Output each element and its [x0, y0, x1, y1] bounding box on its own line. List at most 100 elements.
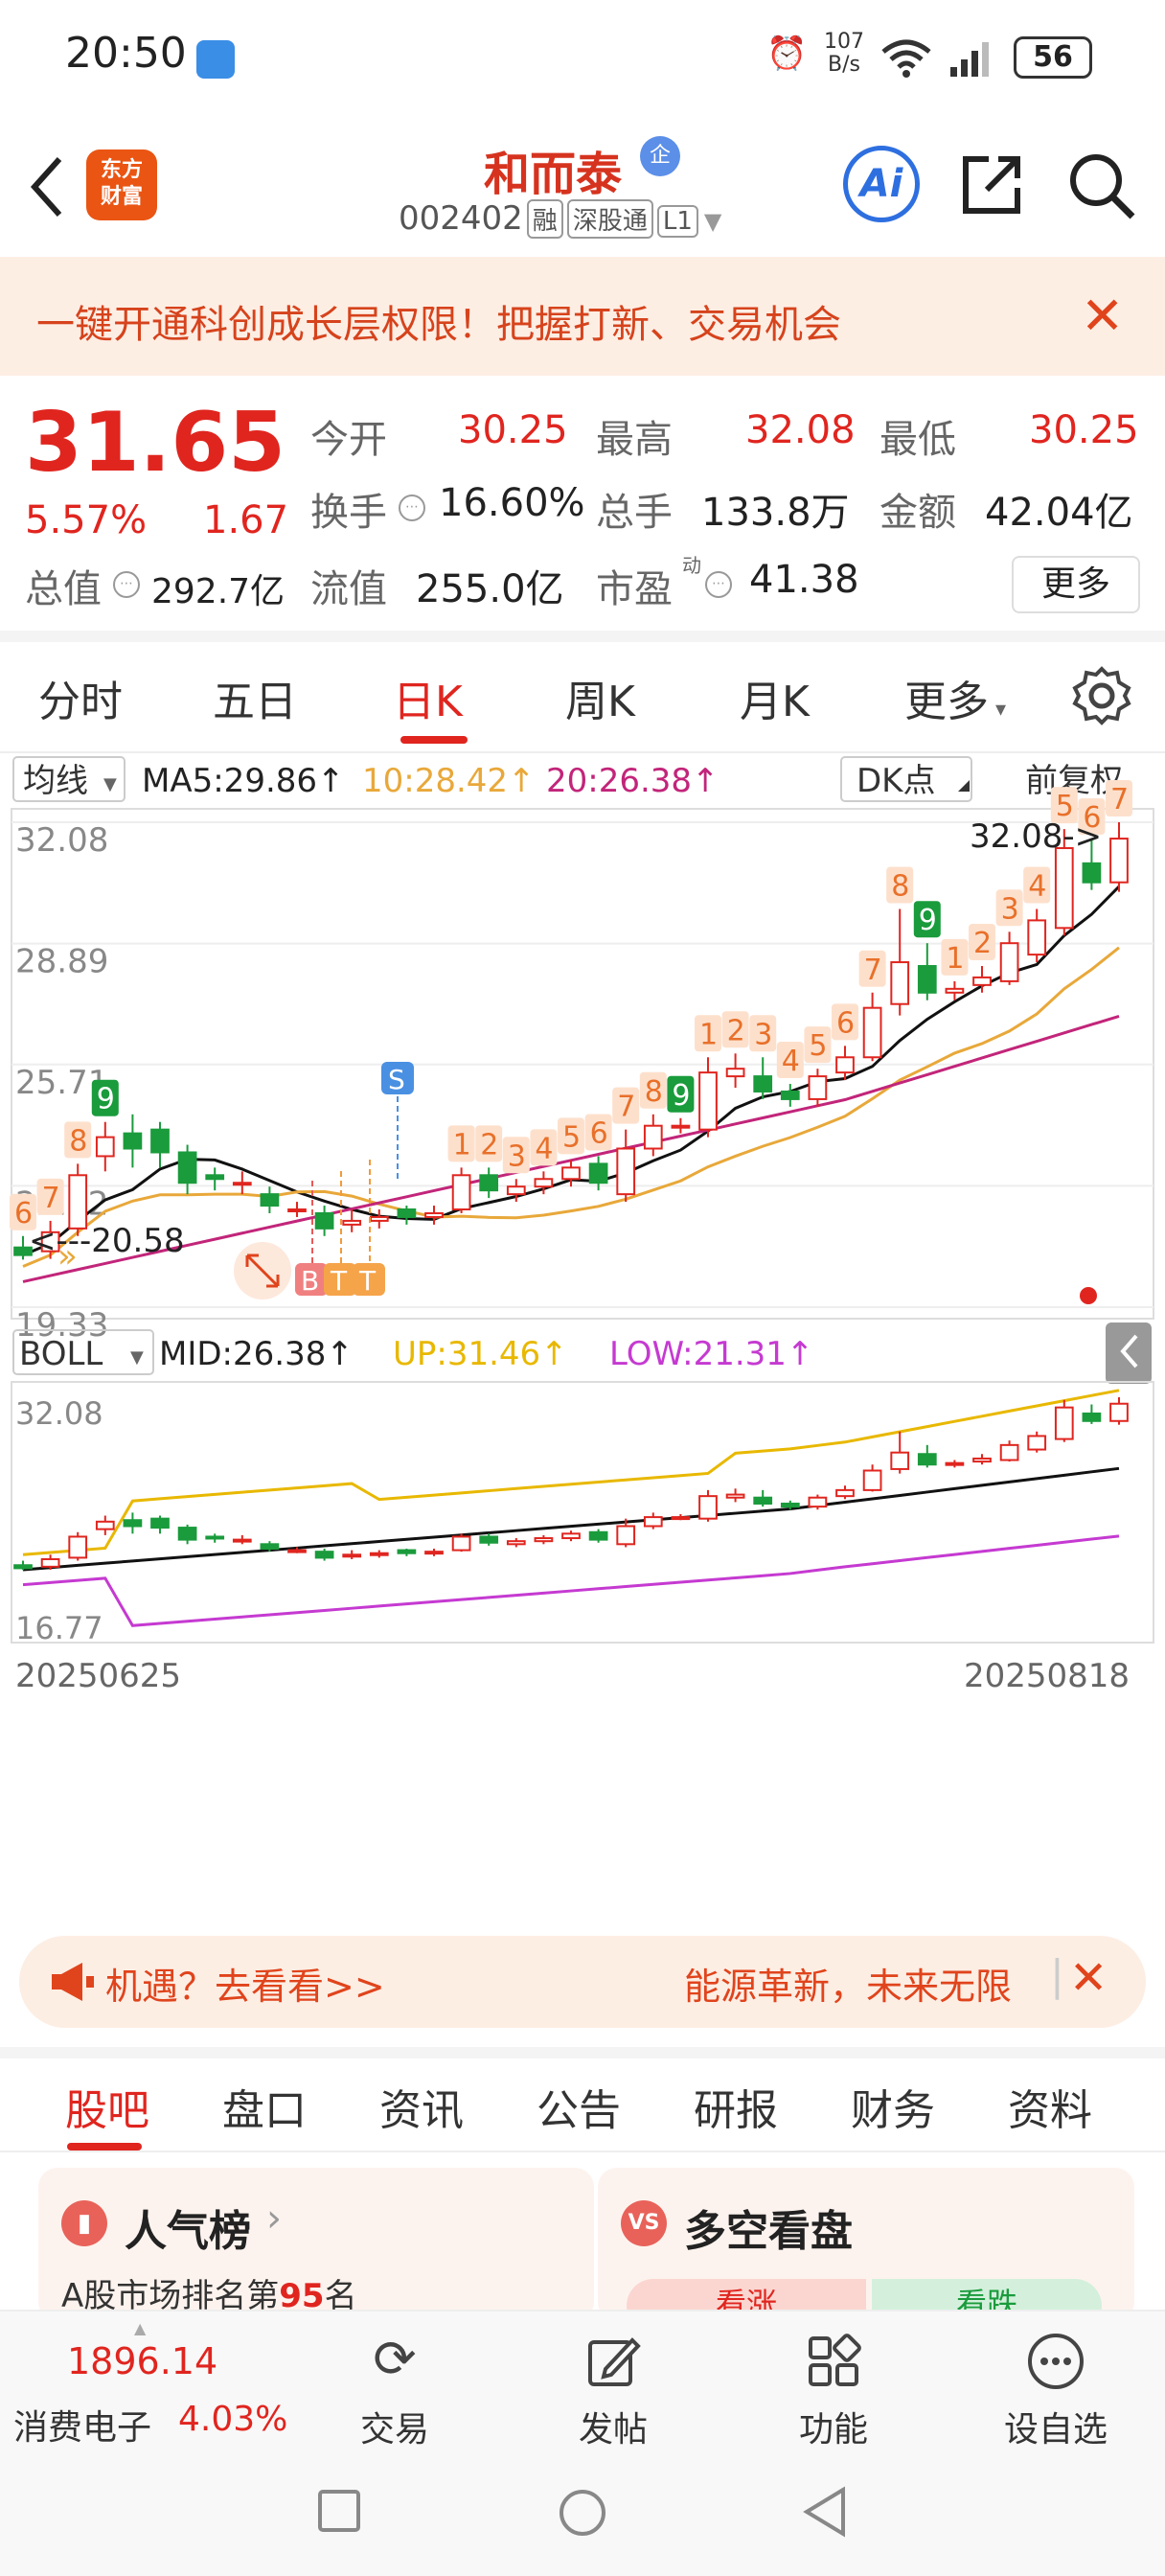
close-icon[interactable]: ✕	[1069, 1951, 1108, 2005]
buy-signal-icon[interactable]	[295, 1263, 328, 1296]
hot-rank-title[interactable]: 人气榜	[125, 2207, 251, 2256]
ad-text-right[interactable]: 能源革新，未来无限	[684, 1966, 1013, 2008]
nav-function[interactable]: 功能	[798, 2410, 868, 2450]
tab-guba[interactable]: 股吧	[65, 2086, 149, 2135]
boll-select-label[interactable]: BOLL	[19, 1335, 103, 1373]
td-label-box	[639, 1071, 667, 1109]
hot-rank-card[interactable]: ▮ 人气榜 › A股市场排名第95名	[38, 2168, 594, 2321]
td-label: 8	[891, 869, 909, 903]
td-label: 6	[836, 1006, 855, 1040]
bull-bear-title[interactable]: 多空看盘	[684, 2207, 853, 2256]
info-icon[interactable]: ⋯	[399, 494, 425, 521]
candle-body	[314, 1211, 334, 1230]
boll-candles	[13, 1397, 1129, 1571]
collapse-panel-button[interactable]	[1106, 1322, 1152, 1384]
info-icon[interactable]: ⋯	[113, 571, 140, 598]
boll-candle-body	[780, 1502, 800, 1508]
home-icon[interactable]	[558, 2488, 607, 2538]
tab-research[interactable]: 研报	[694, 2086, 778, 2135]
boll-select-box[interactable]	[12, 1329, 154, 1375]
candle-body	[150, 1128, 170, 1154]
sell-signal-icon[interactable]	[381, 1062, 414, 1094]
ai-button[interactable]: Ai	[843, 146, 920, 222]
candle-body	[890, 961, 910, 1005]
dropdown-icon[interactable]: ▼	[130, 1347, 144, 1368]
kline-chart-area[interactable]: 均线 ▼ MA5:29.86↑ 10:28.42↑ 20:26.38↑ DK点 …	[0, 753, 1165, 1898]
candle-body	[1082, 862, 1102, 884]
tab-monthly-k[interactable]: 月K	[740, 678, 810, 726]
ma-select-box[interactable]	[12, 756, 126, 802]
tab-more[interactable]: 更多 ▾	[904, 678, 1007, 726]
corner-icon	[958, 780, 970, 792]
dropdown-icon[interactable]: ▼	[103, 774, 117, 794]
battery-icon: 56	[1014, 36, 1092, 79]
divider: |	[1050, 1951, 1064, 2000]
t-signal-icon[interactable]	[353, 1263, 385, 1296]
candle-body	[753, 1075, 773, 1092]
boll-candle-body	[890, 1451, 910, 1470]
sector-percent[interactable]: 4.03%	[178, 2400, 288, 2439]
boll-candle-body	[1109, 1402, 1129, 1422]
tab-weekly-k[interactable]: 周K	[565, 678, 635, 726]
chevron-left-icon[interactable]	[1120, 1334, 1138, 1368]
share-icon[interactable]	[958, 150, 1027, 218]
dk-point-label[interactable]: DK点	[857, 762, 935, 800]
close-icon[interactable]: ✕	[1081, 286, 1125, 346]
t-signal-icon[interactable]	[324, 1263, 356, 1296]
mcap-value: 292.7亿	[151, 572, 286, 611]
sector-name[interactable]: 消费电子	[13, 2408, 152, 2448]
more-dots-icon[interactable]	[1025, 2331, 1086, 2392]
candle-body	[534, 1178, 554, 1188]
more-button[interactable]: 更多	[1012, 556, 1140, 613]
td-label-box	[612, 1087, 640, 1124]
tab-finance[interactable]: 财务	[851, 2086, 935, 2135]
sector-index-value[interactable]: 1896.14	[67, 2340, 218, 2382]
recent-apps-icon[interactable]	[316, 2488, 362, 2534]
function-grid-icon[interactable]	[805, 2333, 862, 2390]
tab-profile[interactable]: 资料	[1008, 2086, 1092, 2135]
stock-code-row[interactable]: 002402 融深股通 L1 ▼	[399, 199, 721, 239]
chevron-right-icon[interactable]: ›	[266, 2196, 282, 2241]
tab-announce[interactable]: 公告	[537, 2086, 621, 2135]
pe-value: 41.38	[749, 558, 859, 602]
back-triangle-icon[interactable]	[801, 2486, 849, 2538]
ad-text-left[interactable]: 机遇？去看看>>	[105, 1966, 385, 2008]
info-icon[interactable]: ⋯	[705, 571, 732, 598]
post-edit-icon[interactable]	[584, 2333, 642, 2390]
tab-daily-k[interactable]: 日K	[393, 678, 463, 726]
tab-five-day[interactable]: 五日	[213, 678, 297, 726]
nav-post[interactable]: 发帖	[578, 2410, 648, 2450]
candle-body	[287, 1208, 307, 1213]
kline-svg[interactable]: 均线 ▼ MA5:29.86↑ 10:28.42↑ 20:26.38↑ DK点 …	[0, 753, 1165, 1898]
candle-body	[397, 1208, 417, 1218]
tab-intraday[interactable]: 分时	[38, 678, 123, 726]
td-label: 8	[645, 1075, 663, 1109]
promo-banner[interactable]: 一键开通科创成长层权限！把握打新、交易机会 ✕	[0, 257, 1165, 376]
low-label: 最低	[879, 418, 956, 462]
td-label: 5	[562, 1120, 581, 1154]
app-notification-icon	[196, 40, 235, 79]
settings-gear-icon[interactable]	[1071, 665, 1132, 726]
boll-candle-body	[999, 1443, 1019, 1461]
expand-arrows-icon[interactable]	[234, 1242, 291, 1300]
tab-news[interactable]: 资讯	[379, 2086, 464, 2135]
promo-banner-text[interactable]: 一键开通科创成长层权限！把握打新、交易机会	[36, 303, 841, 347]
nav-add-watchlist[interactable]: 设自选	[1003, 2410, 1108, 2450]
search-icon[interactable]	[1065, 150, 1138, 222]
active-tab-indicator	[400, 736, 468, 744]
boll-candle-body	[725, 1493, 745, 1499]
ad-ticker[interactable]: 机遇？去看看>> 能源革新，未来无限 | ✕	[19, 1936, 1146, 2028]
td-label: 2	[727, 1014, 745, 1047]
dk-point-box[interactable]	[840, 756, 972, 802]
td-label-box	[776, 1042, 804, 1079]
boll-candle-body	[95, 1520, 115, 1530]
back-arrow-icon[interactable]	[27, 153, 65, 220]
ma-select-label[interactable]: 均线	[23, 762, 88, 800]
boll-candle-body	[369, 1552, 389, 1556]
trade-icon[interactable]: ⟳	[373, 2329, 417, 2389]
tab-pankou[interactable]: 盘口	[222, 2086, 307, 2135]
boll-candle-body	[534, 1537, 554, 1543]
bull-bear-card[interactable]: VS 多空看盘 看涨 看跌	[598, 2168, 1134, 2333]
nav-trade[interactable]: 交易	[359, 2410, 429, 2450]
